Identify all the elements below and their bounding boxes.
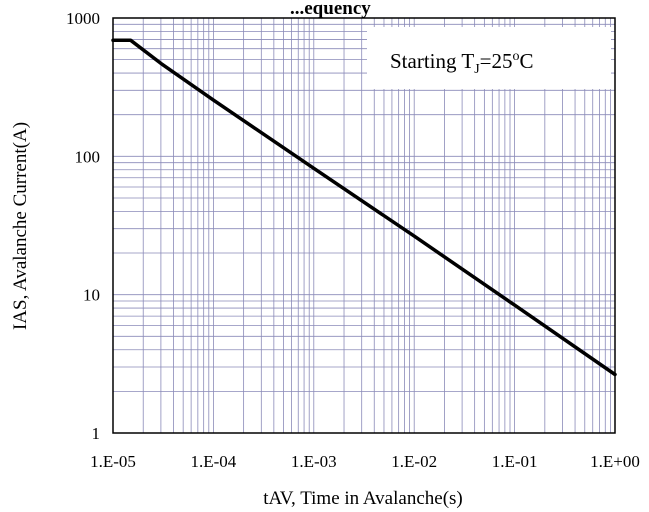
y-tick-label: 100	[75, 147, 101, 166]
x-tick-label: 1.E-04	[191, 452, 237, 471]
y-axis-label: IAS, Avalanche Current(A)	[10, 122, 31, 330]
annotation-background	[367, 27, 611, 89]
annotation-prefix: Starting T	[390, 49, 474, 73]
x-axis-label: tAV, Time in Avalanche(s)	[263, 488, 463, 509]
annotation-box: Starting TJ=25oC	[367, 27, 611, 89]
x-tick-label: 1.E+00	[590, 452, 640, 471]
y-tick-label: 10	[83, 286, 100, 305]
x-tick-label: 1.E-03	[291, 452, 337, 471]
annotation-subscript: J	[474, 62, 480, 77]
chart-title: ...equency	[290, 0, 371, 19]
y-tick-label: 1	[92, 424, 101, 443]
x-tick-label: 1.E-01	[492, 452, 538, 471]
x-tick-labels: 1.E-05 1.E-04 1.E-03 1.E-02 1.E-01 1.E+00	[90, 452, 640, 471]
annotation-superscript: o	[513, 49, 520, 64]
grid-lines	[112, 18, 615, 434]
annotation-middle: =25	[480, 49, 513, 73]
annotation-suffix: C	[520, 49, 534, 73]
annotation-text: Starting TJ=25oC	[390, 49, 534, 77]
series-line-avalanche-current	[111, 38, 617, 377]
x-tick-label: 1.E-05	[90, 452, 136, 471]
y-tick-labels: 1 10 100 1000	[66, 9, 100, 443]
plot-frame	[112, 17, 616, 434]
y-tick-label: 1000	[66, 9, 100, 28]
x-tick-label: 1.E-02	[391, 452, 437, 471]
